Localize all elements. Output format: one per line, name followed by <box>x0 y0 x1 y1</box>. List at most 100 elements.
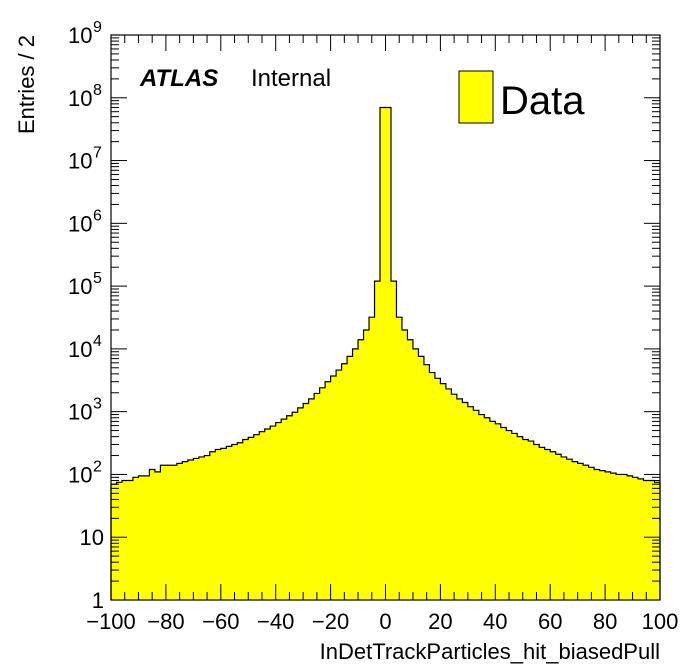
x-tick-label: 40 <box>483 609 507 634</box>
histogram-bar <box>588 467 595 600</box>
histogram-bar <box>605 471 611 600</box>
histogram-bar <box>121 480 128 600</box>
legend-label-data: Data <box>500 79 585 123</box>
histogram-bar <box>270 426 276 600</box>
y-axis-ticks <box>111 34 660 601</box>
x-tick-label: −20 <box>312 609 349 634</box>
histogram-bar <box>440 383 447 600</box>
histogram-bar <box>171 465 178 600</box>
histogram-bar <box>643 480 650 600</box>
histogram-bar <box>154 471 161 600</box>
histogram-bar <box>566 459 573 600</box>
histogram-bar <box>248 437 255 600</box>
histogram-bar <box>473 410 480 600</box>
histogram-bar <box>599 470 606 600</box>
histogram-bar <box>462 402 469 600</box>
y-tick-label-exponent: 7 <box>93 145 102 162</box>
y-tick-label: 10 <box>68 23 92 48</box>
y-tick-label: 1 <box>92 588 104 613</box>
histogram-bar <box>649 480 655 600</box>
histogram-bar <box>198 456 205 600</box>
histogram-bar <box>220 448 227 600</box>
histogram-bar <box>160 465 167 600</box>
y-tick-label: 10 <box>68 337 92 362</box>
x-tick-label: 60 <box>538 609 562 634</box>
histogram-bar <box>193 458 200 600</box>
legend: Data <box>458 70 585 124</box>
histogram-bar <box>539 447 546 600</box>
y-tick-label: 10 <box>68 462 92 487</box>
histogram-bar <box>204 455 211 600</box>
histogram-bar <box>621 474 628 600</box>
y-tick-label: 10 <box>68 274 92 299</box>
histogram-bar <box>292 412 298 600</box>
y-tick-label-exponent: 6 <box>93 207 102 224</box>
x-axis-ticks <box>110 35 661 600</box>
histogram-bar <box>456 398 463 600</box>
histogram-bars <box>110 106 661 600</box>
histogram-bar <box>511 433 518 600</box>
histogram-bar <box>209 451 216 600</box>
histogram-bar <box>226 446 233 600</box>
histogram-bar <box>231 444 238 600</box>
histogram-bar <box>176 463 183 600</box>
histogram-bar <box>347 356 353 600</box>
histogram-bar <box>286 415 293 600</box>
y-tick-label: 10 <box>68 211 92 236</box>
y-tick-label: 10 <box>68 149 92 174</box>
histogram-bar <box>374 281 381 600</box>
atlas-label: ATLAS <box>139 65 218 92</box>
histogram-bar <box>127 480 134 600</box>
histogram-bar <box>478 414 485 600</box>
histogram-bar <box>484 417 491 600</box>
histogram-bar <box>429 372 436 600</box>
histogram-bar <box>242 439 249 600</box>
histogram-bar <box>281 419 287 600</box>
histogram-bar <box>451 394 458 600</box>
histogram-bar <box>138 475 145 600</box>
histogram-bar <box>380 107 386 600</box>
histogram-bar <box>369 317 375 600</box>
histogram-bar <box>275 422 282 600</box>
legend-swatch-data <box>458 70 494 124</box>
histogram-bar <box>654 482 661 600</box>
histogram-bar <box>149 469 156 600</box>
histogram-bar <box>352 348 359 600</box>
histogram-outline <box>110 106 661 600</box>
histogram-bar <box>550 451 556 600</box>
y-tick-label-exponent: 8 <box>93 82 102 99</box>
histogram-bar <box>627 475 633 600</box>
histogram-bar <box>561 456 567 600</box>
histogram-bar <box>544 449 551 600</box>
histogram-bar <box>330 375 337 600</box>
y-tick-label: 10 <box>68 400 92 425</box>
x-tick-label: 80 <box>593 609 617 634</box>
histogram-bar <box>434 378 441 600</box>
atlas-status-label: Internal <box>251 65 331 92</box>
histogram-bar <box>297 407 304 600</box>
histogram-bar <box>264 428 271 600</box>
histogram-bar <box>412 348 419 600</box>
histogram-bar <box>116 482 123 600</box>
x-tick-label: −40 <box>257 609 294 634</box>
histogram-bar <box>390 281 397 600</box>
histogram-bar <box>489 421 496 600</box>
x-axis-title: InDetTrackParticles_hit_biasedPull <box>320 639 660 664</box>
histogram-bar <box>253 434 260 600</box>
histogram-bar <box>522 439 529 600</box>
x-tick-label: −100 <box>86 609 136 634</box>
histogram-bar <box>467 406 474 600</box>
histogram-bar <box>572 461 578 600</box>
histogram-bar <box>517 436 524 600</box>
histogram-bar <box>215 449 222 600</box>
histogram-bar <box>132 477 139 600</box>
histogram-bar <box>555 454 562 600</box>
histogram-bar <box>577 463 584 600</box>
histogram-bar <box>401 329 408 600</box>
histogram-bar <box>237 442 244 600</box>
histogram-bar <box>385 107 392 600</box>
histogram-bar <box>187 459 194 600</box>
histogram-bar <box>583 465 589 600</box>
